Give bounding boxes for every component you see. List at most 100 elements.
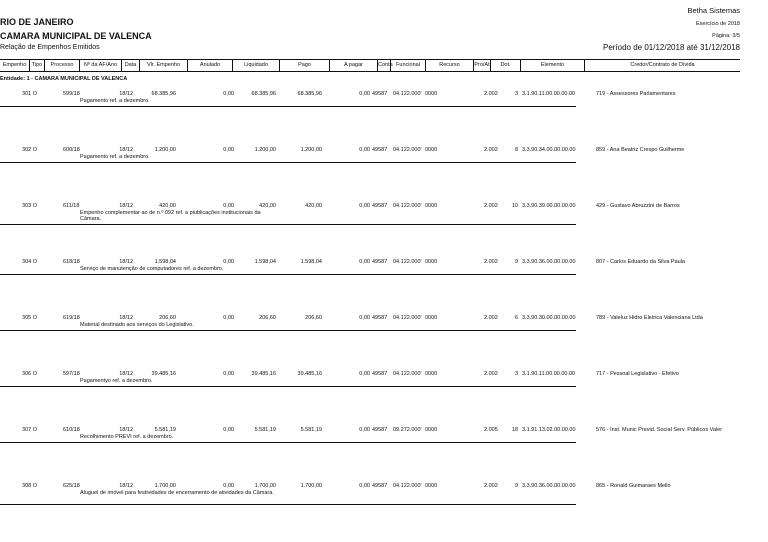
cell-description: Empenho complementar ao de n.º 092 ref. … bbox=[80, 210, 261, 222]
cell-conta: 49587 bbox=[372, 91, 388, 97]
cell-empenho: 303 O bbox=[22, 203, 37, 209]
cell-processo: 597/18 bbox=[63, 371, 80, 377]
cell-vlr: 420,00 bbox=[159, 203, 176, 209]
cell-credor: 807 - Carlos Eduardo da Silva Paula bbox=[596, 259, 685, 265]
cell-data: 18/12 bbox=[119, 259, 133, 265]
cell-pago: 1.700,00 bbox=[300, 483, 322, 489]
cell-recurso: 0000 bbox=[425, 427, 438, 433]
table-row: 303 O 611/18 18/12 420,00 0,00 420,00 420,00 0,… bbox=[0, 203, 768, 259]
cell-funcional: 04.122.000' bbox=[393, 91, 422, 97]
table-row: 306 O 597/18 18/12 39.485,16 0,00 39.485,16 39… bbox=[0, 371, 768, 427]
row-divider bbox=[0, 106, 576, 107]
cell-vlr: 68.385,96 bbox=[151, 91, 176, 97]
row-divider bbox=[0, 162, 576, 163]
cell-elemento: 3.3.90.39.00.00.00.00 bbox=[522, 203, 576, 209]
cell-dot: 9 bbox=[514, 259, 518, 265]
exercise-label: Exercício de 2018 bbox=[695, 21, 740, 27]
cell-processo: 610/18 bbox=[63, 427, 80, 433]
cell-dot: 3 bbox=[514, 371, 518, 377]
row-divider bbox=[0, 442, 576, 443]
cell-credor: 859 - Ana Beatriz Crespo Guilherme bbox=[596, 147, 685, 153]
cell-liquidado: 5.581,19 bbox=[254, 427, 276, 433]
cell-elemento: 3.1.91.13.02.00.00.00 bbox=[522, 427, 576, 433]
cell-apagar: 0,00 bbox=[359, 371, 370, 377]
cell-elemento: 3.3.90.36.00.00.00.00 bbox=[522, 483, 576, 489]
cell-funcional: 04.122.000' bbox=[393, 203, 422, 209]
cell-processo: 600/18 bbox=[63, 147, 80, 153]
cell-apagar: 0,00 bbox=[359, 91, 370, 97]
cell-processo: 599/18 bbox=[63, 91, 80, 97]
cell-credor: 717 - Pessoal Legislativo - Efetivo bbox=[596, 371, 679, 377]
cell-proat: 2.002 bbox=[484, 371, 498, 377]
cell-liquidado: 68.385,96 bbox=[251, 91, 276, 97]
cell-data: 18/12 bbox=[119, 315, 133, 321]
cell-anulado: 0,00 bbox=[223, 147, 234, 153]
cell-apagar: 0,00 bbox=[359, 483, 370, 489]
column-header: Conta bbox=[378, 60, 393, 71]
cell-vlr: 206,60 bbox=[159, 315, 176, 321]
row-divider bbox=[0, 274, 576, 275]
cell-data: 18/12 bbox=[119, 147, 133, 153]
cell-empenho: 304 O bbox=[22, 259, 37, 265]
column-header: Empenho bbox=[0, 60, 30, 71]
cell-funcional: 09.272.000' bbox=[393, 427, 422, 433]
cell-dot: 3 bbox=[514, 91, 518, 97]
cell-conta: 49587 bbox=[372, 315, 388, 321]
cell-credor: 576 - Inst. Munic Previd. Social Serv. P… bbox=[596, 427, 723, 433]
column-header: Pro/At bbox=[474, 60, 491, 71]
cell-recurso: 0000 bbox=[425, 315, 438, 321]
cell-recurso: 0000 bbox=[425, 147, 438, 153]
table-header: Empenho Tipo Processo Nº da AF/Ano Data Vlr. … bbox=[0, 59, 740, 72]
cell-liquidado: 206,60 bbox=[259, 315, 276, 321]
column-header: Credor/Contrato de Dívida bbox=[630, 62, 695, 68]
cell-anulado: 0,00 bbox=[223, 259, 234, 265]
cell-funcional: 04.122.000' bbox=[393, 315, 422, 321]
cell-elemento: 3.3.90.30.00.00.00.00 bbox=[522, 315, 576, 321]
cell-elemento: 3.3.90.34.00.00.00.00 bbox=[522, 147, 576, 153]
cell-funcional: 04.122.000' bbox=[393, 371, 422, 377]
cell-dot: 9 bbox=[514, 483, 518, 489]
cell-proat: 2.002 bbox=[484, 483, 498, 489]
cell-liquidado: 39.485,16 bbox=[251, 371, 276, 377]
cell-liquidado: 420,00 bbox=[259, 203, 276, 209]
cell-apagar: 0,00 bbox=[359, 203, 370, 209]
period-label: Período de 01/12/2018 até 31/12/2018 bbox=[602, 43, 740, 52]
table-row: 305 O 619/18 18/12 206,60 0,00 206,60 206,60 0,… bbox=[0, 315, 768, 371]
cell-pago: 68.385,96 bbox=[297, 91, 322, 97]
cell-pago: 1.598,04 bbox=[300, 259, 322, 265]
cell-dot: 10 bbox=[511, 203, 518, 209]
cell-vlr: 1.200,00 bbox=[154, 147, 176, 153]
cell-proat: 2.002 bbox=[484, 315, 498, 321]
cell-conta: 49587 bbox=[372, 203, 388, 209]
cell-processo: 625/18 bbox=[63, 483, 80, 489]
cell-empenho: 305 O bbox=[22, 315, 37, 321]
report-title: Relação de Empenhos Emitidos bbox=[0, 44, 100, 51]
cell-dot: 6 bbox=[514, 315, 518, 321]
cell-vlr: 5.581,19 bbox=[154, 427, 176, 433]
cell-credor: 719 - Assessores Parlamentares bbox=[596, 91, 676, 97]
cell-pago: 1.200,00 bbox=[300, 147, 322, 153]
cell-processo: 618/18 bbox=[63, 259, 80, 265]
cell-processo: 611/18 bbox=[63, 203, 80, 209]
cell-dot: 18 bbox=[511, 427, 518, 433]
cell-funcional: 04.122.000' bbox=[393, 259, 422, 265]
cell-recurso: 0000 bbox=[425, 203, 438, 209]
cell-recurso: 0000 bbox=[425, 483, 438, 489]
cell-vlr: 1.598,04 bbox=[154, 259, 176, 265]
column-header: Vlr. Empenho bbox=[140, 60, 188, 71]
cell-funcional: 04.122.000' bbox=[393, 483, 422, 489]
row-divider bbox=[0, 504, 576, 505]
cell-recurso: 0000 bbox=[425, 371, 438, 377]
vendor-name: Betha Sistemas bbox=[687, 6, 740, 15]
cell-description: Pagamento ref. a dezembro. bbox=[80, 154, 150, 160]
cell-recurso: 0000 bbox=[425, 91, 438, 97]
table-row: 307 O 610/18 18/12 5.581,19 0,00 5.581,19 5.58… bbox=[0, 427, 768, 483]
column-header: Liquidado bbox=[233, 60, 280, 71]
cell-pago: 420,00 bbox=[305, 203, 322, 209]
cell-anulado: 0,00 bbox=[223, 371, 234, 377]
cell-pago: 5.581,19 bbox=[300, 427, 322, 433]
column-header: A pagar bbox=[330, 60, 378, 71]
cell-elemento: 3.1.90.11.00.00.00.00 bbox=[522, 91, 576, 97]
cell-empenho: 308 O bbox=[22, 483, 37, 489]
